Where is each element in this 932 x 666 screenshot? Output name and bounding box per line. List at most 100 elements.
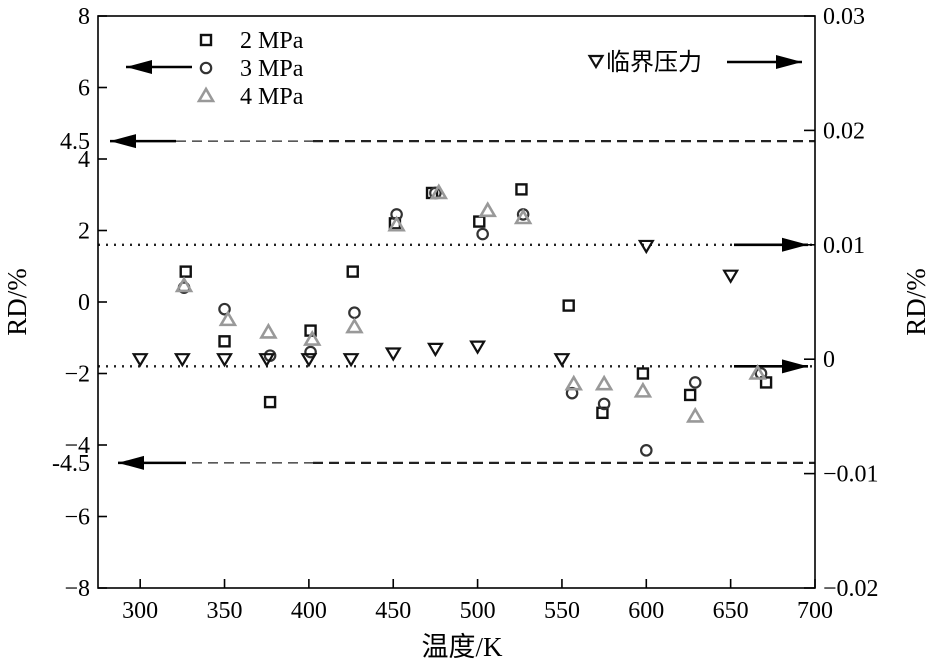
data-point xyxy=(476,227,489,241)
data-point xyxy=(469,340,487,355)
annotation-marker xyxy=(587,54,605,70)
left-y-tick-label: −8 xyxy=(64,576,90,602)
data-point xyxy=(258,353,276,368)
data-point xyxy=(345,317,364,334)
data-point xyxy=(553,353,571,368)
right-arrow-lower-head xyxy=(782,359,808,374)
data-point xyxy=(633,381,653,398)
data-point xyxy=(302,329,322,346)
x-tick-label: 550 xyxy=(544,598,580,624)
series-3 xyxy=(131,239,740,368)
right-y-axis-title: RD/% xyxy=(901,268,931,336)
left-y-tick-label: 8 xyxy=(78,4,90,30)
legend-marker xyxy=(199,61,213,75)
left-y-axis-ticks: −8 −6 −4 −2 0 2 4 6 8 xyxy=(64,4,107,602)
data-point xyxy=(759,376,773,389)
x-axis-ticks: 300 350 400 450 500 550 600 650 700 xyxy=(122,579,833,624)
legend-marker xyxy=(199,33,213,47)
right-y-tick-label: 0.02 xyxy=(823,118,865,144)
left-arrow-upper-head xyxy=(110,134,136,149)
legend-entry: 3 MPa xyxy=(240,56,304,82)
left-y-tick-label: 4 xyxy=(78,147,90,173)
data-point xyxy=(564,374,584,391)
data-point xyxy=(387,215,406,232)
data-point xyxy=(639,444,653,457)
extra-left-label: -4.5 xyxy=(52,451,90,477)
data-point xyxy=(429,183,449,200)
left-y-axis-title: RD/% xyxy=(2,268,32,336)
right-y-tick-label: −0.01 xyxy=(823,462,879,488)
data-point xyxy=(263,395,277,409)
left-y-tick-label: −4 xyxy=(64,433,90,459)
annotation-arrow-head xyxy=(776,55,802,69)
legend-entry: 2 MPa xyxy=(240,28,304,54)
data-point xyxy=(259,322,278,339)
data-point xyxy=(562,299,575,312)
x-tick-label: 500 xyxy=(460,598,496,624)
x-tick-label: 650 xyxy=(713,598,749,624)
data-point xyxy=(173,353,191,368)
data-point xyxy=(685,406,705,423)
left-arrow-lower-head xyxy=(118,455,144,470)
data-point xyxy=(304,345,317,359)
annotation-label: 临界压力 xyxy=(606,48,702,76)
x-tick-label: 400 xyxy=(291,598,327,624)
extra-left-label: 4.5 xyxy=(60,129,90,155)
data-point xyxy=(384,347,402,362)
legend-marker xyxy=(196,86,216,103)
x-tick-label: 600 xyxy=(628,598,664,624)
x-tick-label: 700 xyxy=(797,598,833,624)
data-point xyxy=(426,342,444,358)
data-point xyxy=(637,239,655,255)
data-marks xyxy=(131,183,773,457)
x-tick-label: 450 xyxy=(375,598,411,624)
reference-lines xyxy=(98,140,815,464)
data-point xyxy=(478,201,497,218)
legend-left-arrow-head xyxy=(126,60,152,74)
left-y-tick-label: 2 xyxy=(78,219,90,245)
right-y-axis-ticks: −0.02 −0.01 0 0.01 0.02 0.03 xyxy=(804,4,879,602)
x-axis-title: 温度/K xyxy=(422,632,504,662)
data-point xyxy=(722,269,740,284)
series-2 xyxy=(174,183,767,423)
arrows xyxy=(110,60,808,470)
critical-pressure-annotation: 临界压力 xyxy=(587,48,802,76)
series-0 xyxy=(179,183,773,420)
data-point xyxy=(348,306,361,320)
data-point xyxy=(346,265,359,278)
right-y-tick-label: −0.02 xyxy=(823,576,879,602)
data-point xyxy=(513,208,533,225)
right-y-tick-label: 0 xyxy=(823,347,835,373)
data-point xyxy=(683,388,697,402)
data-point xyxy=(473,215,486,228)
series-1 xyxy=(177,186,768,457)
left-y-tick-label: 6 xyxy=(78,76,90,102)
data-point xyxy=(300,353,318,368)
data-point xyxy=(597,397,611,411)
data-point xyxy=(515,183,528,196)
left-y-tick-label: 0 xyxy=(78,290,90,316)
data-point xyxy=(174,276,194,293)
left-y-tick-label: −6 xyxy=(64,505,90,531)
legend-entry: 4 MPa xyxy=(240,84,304,110)
right-y-tick-label: 0.01 xyxy=(823,233,865,259)
data-point xyxy=(179,265,192,278)
data-point xyxy=(594,374,614,391)
extra-left-labels: 4.5 -4.5 xyxy=(52,129,90,477)
data-point xyxy=(218,310,238,327)
data-point xyxy=(218,335,231,348)
left-y-tick-label: −2 xyxy=(64,362,90,388)
data-point xyxy=(748,363,767,380)
x-tick-label: 350 xyxy=(207,598,243,624)
right-y-tick-label: 0.03 xyxy=(823,4,865,30)
data-point xyxy=(688,376,702,389)
data-point xyxy=(636,367,650,380)
data-point xyxy=(216,353,233,368)
data-point xyxy=(342,353,360,368)
right-arrow-upper-head xyxy=(782,237,808,252)
x-tick-label: 300 xyxy=(122,598,158,624)
data-point xyxy=(131,353,149,368)
data-point xyxy=(218,302,231,316)
